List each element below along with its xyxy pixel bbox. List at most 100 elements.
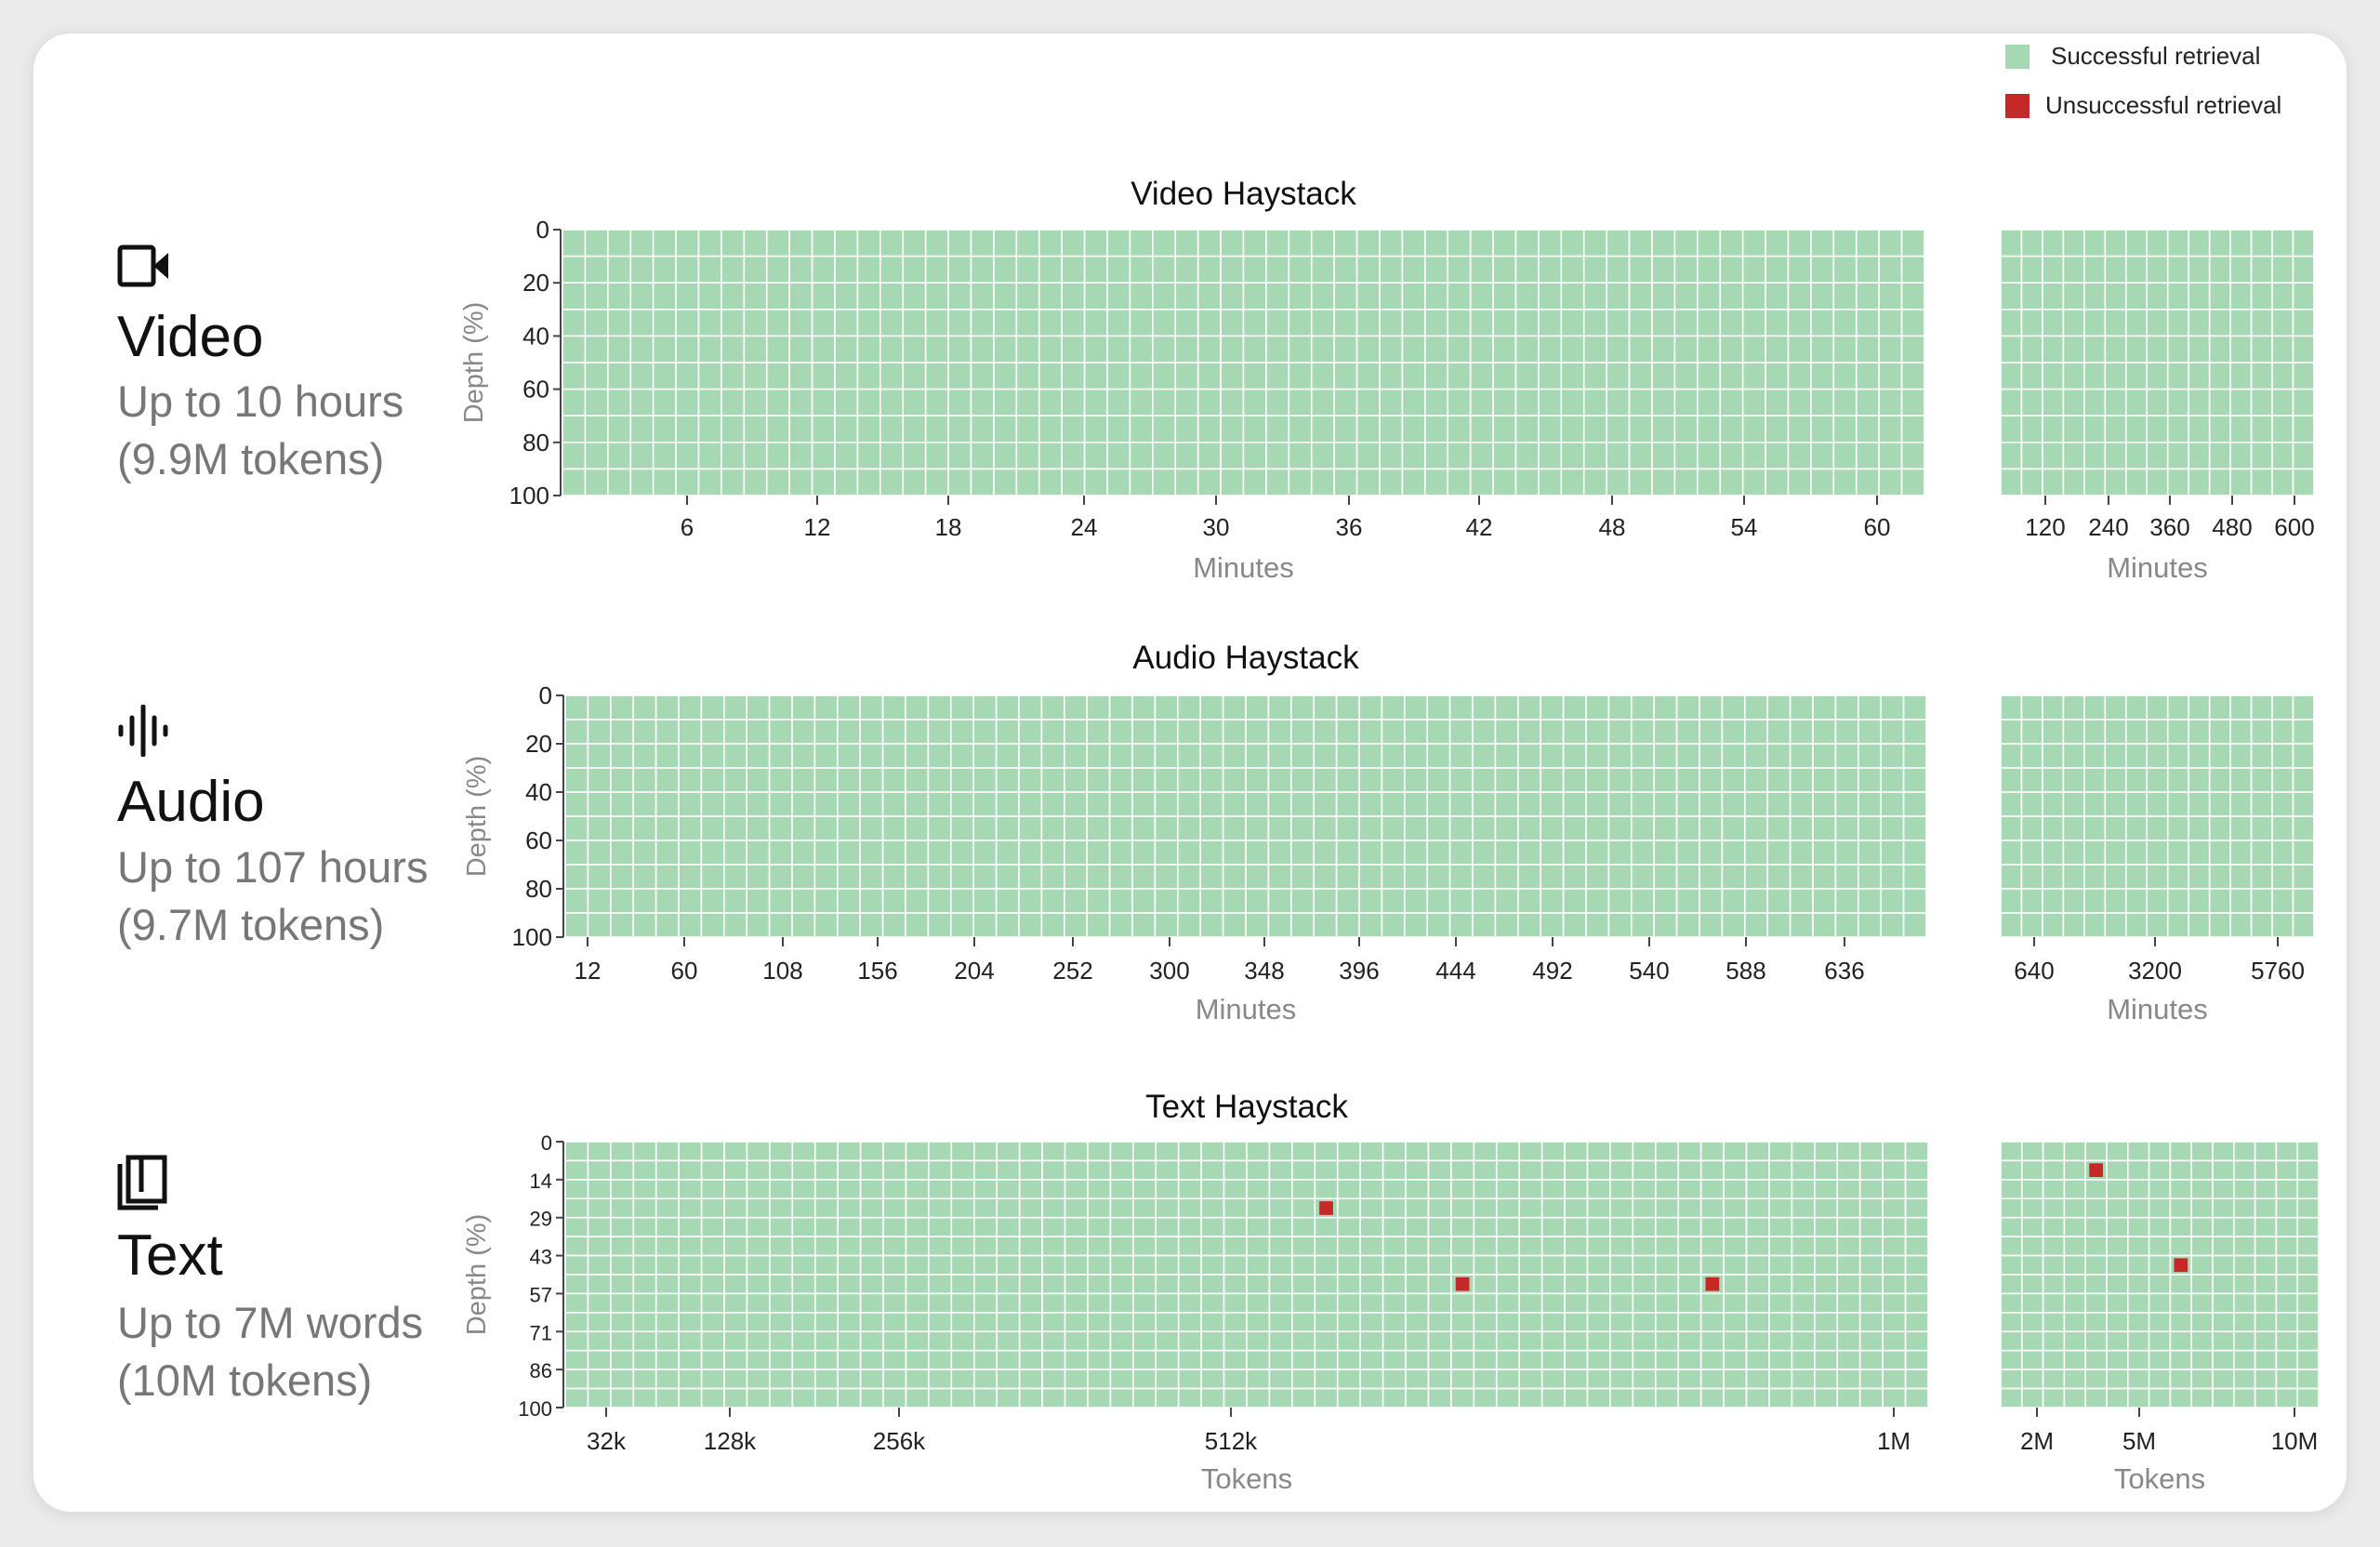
- audio-main-cell: [1562, 743, 1587, 769]
- audio-main-cell: [1812, 719, 1837, 745]
- video-extended-cell: [2292, 255, 2315, 284]
- text-main-cell: [1223, 1236, 1248, 1257]
- audio-main-cell: [1335, 743, 1360, 769]
- text-main-cell: [1177, 1349, 1202, 1370]
- audio-main-cell: [1245, 840, 1270, 866]
- text-main-cell: [1609, 1197, 1634, 1219]
- text-main-cell: [632, 1216, 657, 1237]
- video-extended-cell: [2125, 282, 2149, 311]
- text-extended-cell: [2254, 1141, 2278, 1162]
- audio-main-cell: [1040, 840, 1065, 866]
- text-main-cell: [678, 1349, 703, 1370]
- audio-main-cell: [1675, 791, 1700, 817]
- audio-main-cell: [1335, 719, 1360, 745]
- legend: Successful retrieval Unsuccessful retrie…: [2005, 42, 2281, 119]
- text-extended-cell: [2254, 1387, 2278, 1408]
- video-extended-cell: [2146, 255, 2169, 284]
- audio-main-cell: [1631, 888, 1656, 914]
- text-main-cell: [1382, 1179, 1407, 1200]
- text-main-cell: [1359, 1368, 1384, 1390]
- audio-main-cell: [722, 912, 747, 938]
- text-extended-cell: [2275, 1349, 2298, 1370]
- video-main-cell: [1606, 388, 1631, 417]
- audio-main-cell: [881, 719, 906, 745]
- text-main-cell: [1745, 1197, 1770, 1219]
- video-extended-cell: [2292, 362, 2315, 390]
- text-main-cell: [996, 1254, 1021, 1276]
- audio-extended-cell: [2104, 912, 2127, 938]
- text-main-cell: [1768, 1254, 1793, 1276]
- audio-main-cell: [995, 864, 1020, 890]
- text-main-cell: [1745, 1274, 1770, 1295]
- video-main-cell: [811, 441, 836, 470]
- audio-extended-cell: [2250, 694, 2273, 721]
- text-main-cell: [1791, 1312, 1816, 1333]
- audio-main-cell: [1744, 912, 1769, 938]
- video-main-cell: [1288, 415, 1313, 443]
- video-extended-cell: [2271, 282, 2294, 311]
- audio-main-cell: [1789, 888, 1814, 914]
- video-main-cell: [1514, 308, 1540, 337]
- text-extended-cell: [2212, 1236, 2235, 1257]
- text-extended-cell: [2296, 1254, 2320, 1276]
- audio-main-cell: [1199, 719, 1224, 745]
- video-main-cell: [1310, 335, 1335, 364]
- video-main-cell: [1061, 308, 1086, 337]
- audio-main-cell: [1858, 791, 1883, 817]
- video-extended-cell: [2146, 335, 2169, 364]
- video-main-cell: [1038, 282, 1063, 311]
- video-main-cell: [765, 255, 790, 284]
- text-main-cell: [950, 1254, 975, 1276]
- audio-main-cell: [1358, 743, 1383, 769]
- audio-extended-cell: [2188, 912, 2211, 938]
- video-extended-cell: [2250, 308, 2273, 337]
- text-main-cell: [1359, 1274, 1384, 1295]
- text-extended-cell: [2063, 1274, 2086, 1295]
- audio-main-cell: [1404, 767, 1429, 793]
- text-main-cell: [1564, 1141, 1589, 1162]
- audio-extended-cell: [2250, 912, 2273, 938]
- text-main-cell: [1427, 1330, 1452, 1352]
- audio-main-cell: [1245, 743, 1270, 769]
- video-main-cell: [743, 468, 768, 496]
- audio-extended-cell: [2146, 912, 2169, 938]
- video-extended-cell: [2104, 255, 2127, 284]
- audio-extended-cell: [2000, 767, 2023, 793]
- audio-extended-cell: [2250, 815, 2273, 841]
- video-main-cell: [1288, 441, 1313, 470]
- audio-main-cell: [1086, 719, 1111, 745]
- video-main-cell: [1061, 415, 1086, 443]
- video-extended-cell: [2104, 441, 2127, 470]
- audio-main-cell: [1426, 719, 1451, 745]
- video-extended-cell: [2042, 229, 2065, 258]
- video-main-cell: [1673, 388, 1699, 417]
- video-main-cell: [1401, 388, 1426, 417]
- text-extended-cell: [2169, 1159, 2192, 1181]
- text-main-cell: [1041, 1274, 1066, 1295]
- audio-main-cell: [1381, 791, 1406, 817]
- audio-main-cell: [609, 791, 634, 817]
- text-main-cell: [1359, 1216, 1384, 1237]
- audio-main-cell: [1404, 840, 1429, 866]
- audio-extended-cell: [2000, 719, 2023, 745]
- text-main-cell: [1314, 1274, 1339, 1295]
- video-main-cell: [1379, 415, 1404, 443]
- text-main-cell: [1427, 1387, 1452, 1408]
- video-main-cell: [1355, 415, 1381, 443]
- video-main-cell: [697, 441, 722, 470]
- audio-main-cell: [1222, 791, 1247, 817]
- text-extended-cell: [2063, 1236, 2086, 1257]
- audio-main-cell: [654, 888, 680, 914]
- video-extended-cell: [2125, 441, 2149, 470]
- audio-main-cell: [927, 791, 952, 817]
- audio-main-cell: [1766, 743, 1792, 769]
- text-main-cell: [1609, 1216, 1634, 1237]
- video-main-cell: [1129, 441, 1154, 470]
- audio-main-cell: [859, 791, 884, 817]
- text-main-cell: [1132, 1179, 1157, 1200]
- audio-main-cell: [1858, 864, 1883, 890]
- text-main-cell: [1314, 1330, 1339, 1352]
- text-extended-cell: [2233, 1274, 2256, 1295]
- audio-main-cell: [678, 743, 703, 769]
- audio-extended-cell: [2146, 840, 2169, 866]
